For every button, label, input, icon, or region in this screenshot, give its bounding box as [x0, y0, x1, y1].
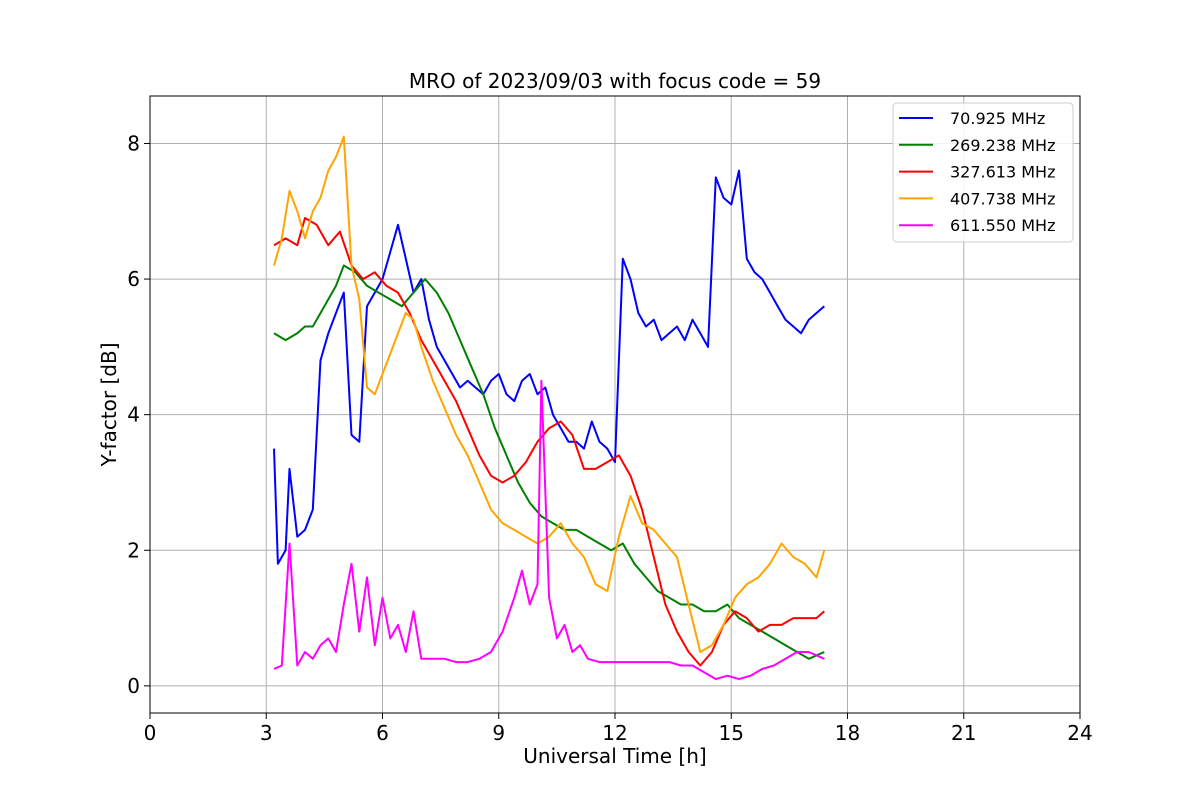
- series-line-0: [273, 169, 825, 565]
- y-tick-label: 4: [127, 403, 140, 427]
- x-tick-label: 21: [951, 721, 976, 745]
- legend-box: [892, 102, 1074, 243]
- y-tick-label: 6: [127, 267, 140, 291]
- x-tick-label: 12: [602, 721, 627, 745]
- legend: 70.925 MHz 269.238 MHz 327.613 MHz 407.738 …: [892, 102, 1074, 243]
- chart-title: MRO of 2023/09/03 with focus code = 59: [409, 69, 821, 93]
- y-tick-label: 0: [127, 674, 140, 698]
- x-axis-ticks: 0 3 6 9 12 15 18 21 24: [144, 713, 1093, 745]
- x-tick-label: 0: [144, 721, 157, 745]
- series-line-3: [273, 135, 826, 653]
- x-tick-label: 18: [835, 721, 860, 745]
- legend-label: 327.613 MHz: [950, 163, 1055, 182]
- series-line-1: [273, 264, 825, 660]
- legend-label: 407.738 MHz: [950, 189, 1055, 208]
- x-tick-label: 9: [492, 721, 505, 745]
- series-line-4: [273, 379, 825, 681]
- legend-label: 611.550 MHz: [950, 216, 1055, 235]
- y-axis-ticks: 0 2 4 6 8: [127, 131, 150, 698]
- x-tick-label: 3: [260, 721, 273, 745]
- x-axis-label: Universal Time [h]: [523, 744, 706, 768]
- series-line-2: [273, 217, 825, 667]
- legend-label: 70.925 MHz: [950, 109, 1045, 128]
- y-tick-label: 8: [127, 131, 140, 155]
- x-tick-label: 15: [719, 721, 744, 745]
- y-tick-label: 2: [127, 538, 140, 562]
- y-axis-label: Y-factor [dB]: [97, 342, 121, 467]
- x-tick-label: 6: [376, 721, 389, 745]
- series-lines: [273, 135, 826, 681]
- x-tick-label: 24: [1067, 721, 1092, 745]
- legend-label: 269.238 MHz: [950, 136, 1055, 155]
